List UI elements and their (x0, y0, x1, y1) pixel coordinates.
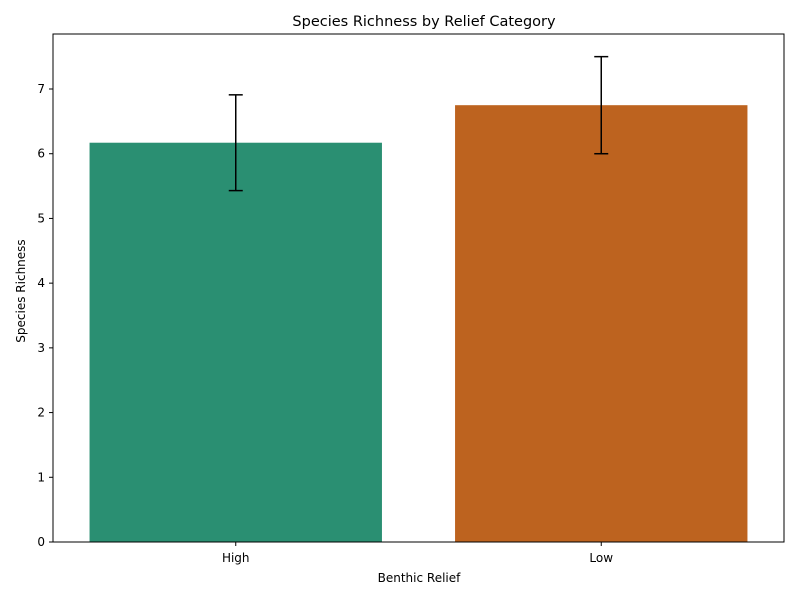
y-tick-label-6: 6 (37, 147, 45, 161)
bar-high (89, 142, 382, 542)
y-tick-label-2: 2 (37, 406, 45, 420)
error-bar-low (594, 55, 609, 155)
x-axis-label: Benthic Relief (378, 571, 462, 585)
error-bar-high (228, 94, 243, 192)
y-tick-label-5: 5 (37, 211, 45, 225)
x-tick-label-low: Low (589, 551, 613, 565)
y-axis-label: Species Richness (14, 239, 28, 342)
error-bars-layer (228, 55, 609, 192)
axes-layer (52, 33, 785, 543)
x-tick-label-high: High (222, 551, 250, 565)
y-tick-label-3: 3 (37, 341, 45, 355)
y-tick-label-7: 7 (37, 82, 45, 96)
y-tick-label-1: 1 (37, 470, 45, 484)
bars-layer (89, 105, 748, 542)
bar-low (455, 105, 748, 542)
y-tick-label-4: 4 (37, 276, 45, 290)
chart-title: Species Richness by Relief Category (292, 14, 556, 30)
plot-frame (52, 33, 785, 543)
ticks-layer: High Low 0 1 2 3 4 5 6 7 (37, 82, 613, 565)
y-tick-label-0: 0 (37, 535, 45, 549)
